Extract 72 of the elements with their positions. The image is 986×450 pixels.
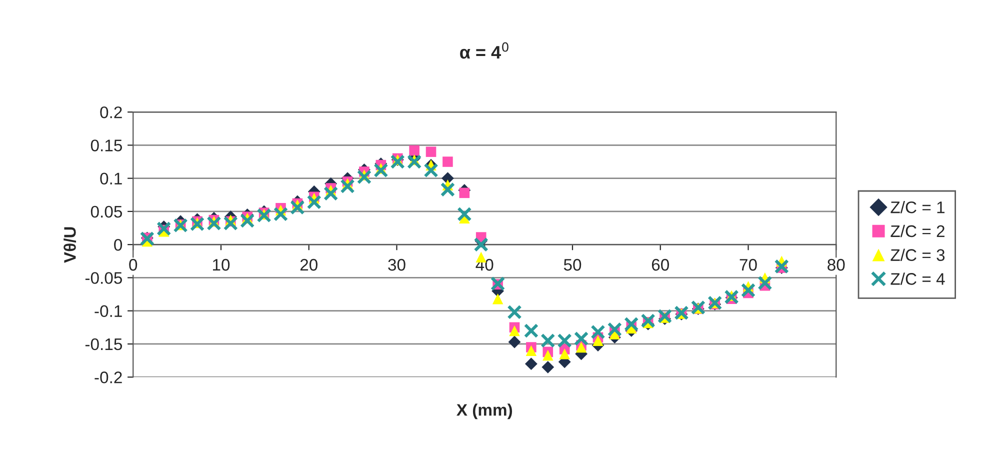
x-tick-label: 70 (740, 258, 757, 271)
point (223, 216, 238, 231)
point (607, 322, 622, 337)
point (557, 333, 572, 348)
point (624, 316, 639, 332)
point (273, 206, 288, 222)
point (374, 163, 388, 178)
point (774, 259, 789, 274)
point (457, 206, 472, 222)
legend-label: Z/C = 2 (890, 224, 944, 238)
x-tick-label: 50 (564, 258, 582, 271)
legend-label: Z/C = 1 (890, 201, 944, 214)
y-tick-label: -0.1 (94, 305, 122, 318)
point (542, 360, 554, 374)
y-tick-label: -0.2 (94, 372, 122, 384)
point (674, 305, 689, 320)
x-tick-label: 80 (828, 258, 845, 271)
point (490, 276, 506, 292)
point (590, 324, 606, 340)
point (306, 194, 322, 210)
point (576, 342, 587, 353)
point (524, 323, 539, 338)
point (640, 313, 656, 328)
point (526, 345, 537, 356)
point (542, 350, 554, 361)
point (323, 186, 338, 201)
point (256, 208, 272, 223)
chart-title: α = 4$^{0}$ (460, 42, 508, 59)
point (442, 156, 453, 167)
point (156, 221, 172, 236)
point (509, 325, 520, 336)
point (240, 213, 255, 228)
y-tick-label: 0.2 (100, 106, 122, 118)
point (206, 216, 222, 231)
point (592, 335, 604, 346)
point (540, 333, 556, 348)
point (340, 178, 355, 194)
x-tick-label: 30 (388, 258, 406, 271)
point (657, 308, 672, 324)
y-tick-label: -0.15 (85, 338, 122, 350)
point (290, 200, 305, 215)
point (559, 348, 570, 360)
y-axis-title: Vθ/U (64, 227, 76, 263)
point (390, 154, 405, 170)
x-tick-label: 60 (652, 258, 669, 271)
legend-label: Z/C = 3 (890, 248, 945, 261)
y-tick-label: 0.15 (90, 140, 122, 152)
point (440, 182, 456, 197)
point (424, 163, 438, 178)
point (740, 282, 756, 298)
point (426, 146, 436, 157)
x-tick-label: 0 (129, 258, 138, 271)
y-tick-label: 0.05 (90, 206, 122, 218)
point (474, 237, 488, 252)
point (356, 170, 372, 184)
point (507, 304, 522, 320)
point (524, 358, 538, 370)
point (492, 294, 504, 304)
point (459, 188, 470, 198)
y-tick-label: 0 (114, 238, 122, 251)
y-tick-label: 0.1 (100, 172, 122, 185)
point (190, 216, 205, 232)
x-axis-title: X (mm) (456, 404, 512, 420)
x-tick-label: 10 (212, 258, 230, 271)
point (508, 336, 521, 348)
point (758, 276, 772, 290)
x-tick-label: 20 (300, 258, 318, 271)
y-tick-label: -0.05 (85, 272, 122, 284)
legend-label: Z/C = 4 (890, 272, 945, 285)
point (406, 154, 422, 170)
point (574, 331, 589, 346)
point (409, 145, 420, 156)
